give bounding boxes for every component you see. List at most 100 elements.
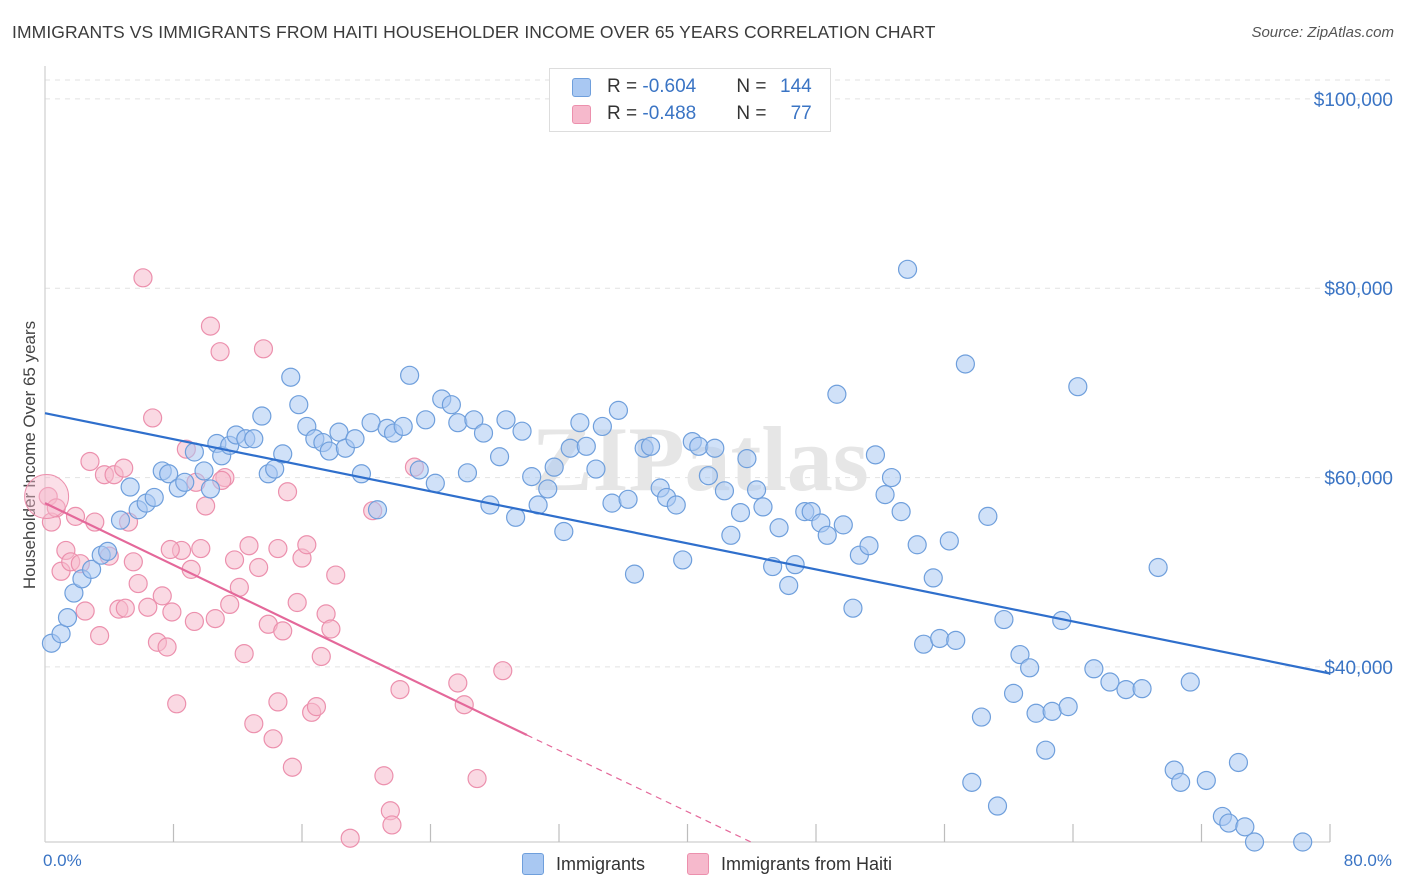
data-point xyxy=(152,586,172,606)
data-point xyxy=(273,621,293,641)
axes xyxy=(44,66,1331,843)
data-point xyxy=(205,609,225,629)
data-point xyxy=(425,473,445,493)
data-point xyxy=(769,518,789,538)
data-point xyxy=(191,538,211,559)
data-point xyxy=(24,473,70,519)
legend-item-haiti[interactable]: Immigrants from Haiti xyxy=(687,851,892,877)
legend-label-haiti: Immigrants from Haiti xyxy=(721,853,893,874)
data-point xyxy=(1068,377,1088,397)
data-point xyxy=(75,601,95,621)
data-point xyxy=(175,472,195,492)
correlation-legend: R = -0.604 N = 144 R = -0.488 N = 77 xyxy=(549,68,831,132)
data-point xyxy=(351,464,372,484)
data-point xyxy=(400,365,420,385)
data-point xyxy=(340,828,360,848)
data-point xyxy=(1003,683,1024,703)
n-value: 77 xyxy=(790,103,812,124)
data-point xyxy=(1293,832,1313,852)
data-point xyxy=(326,565,346,585)
legend-swatch-pink xyxy=(572,104,591,124)
data-point xyxy=(843,598,863,618)
data-point xyxy=(721,525,741,545)
chart-title: IMMIGRANTS VS IMMIGRANTS FROM HAITI HOUS… xyxy=(12,22,936,42)
x-tick-label-0: 0.0% xyxy=(43,851,82,870)
data-point xyxy=(496,410,516,430)
data-point xyxy=(157,637,177,657)
series-immigrants-points xyxy=(41,259,1313,852)
legend-swatch-haiti xyxy=(687,853,709,875)
data-point xyxy=(321,619,341,639)
data-point xyxy=(891,502,911,522)
data-point xyxy=(1036,740,1056,760)
y-tick-label: $80,000 xyxy=(1324,279,1393,300)
data-point xyxy=(416,410,436,430)
data-point xyxy=(689,436,709,456)
data-point xyxy=(287,592,307,613)
data-point xyxy=(897,259,918,279)
data-point xyxy=(914,634,934,654)
data-point xyxy=(1219,813,1239,833)
data-point xyxy=(554,521,574,542)
data-point xyxy=(277,482,298,502)
data-point xyxy=(143,408,163,428)
data-point xyxy=(81,559,102,579)
data-point xyxy=(263,729,283,749)
data-point xyxy=(698,466,718,486)
data-point xyxy=(374,766,394,786)
n-label: N = xyxy=(736,103,772,124)
data-point xyxy=(930,628,950,649)
data-point xyxy=(329,422,349,442)
data-point xyxy=(586,459,606,479)
data-point xyxy=(110,510,131,530)
data-point xyxy=(120,477,140,497)
data-point xyxy=(361,413,381,433)
data-point xyxy=(1010,644,1030,665)
y-tick-label: $40,000 xyxy=(1324,658,1393,679)
data-point xyxy=(162,602,182,622)
data-point xyxy=(1244,832,1265,852)
data-point xyxy=(297,535,317,555)
y-tick-label: $60,000 xyxy=(1324,469,1393,490)
data-point xyxy=(464,410,484,430)
data-point xyxy=(90,626,110,646)
data-point xyxy=(239,536,259,556)
data-point xyxy=(281,367,301,387)
data-point xyxy=(1196,770,1216,791)
data-point xyxy=(249,557,269,578)
data-point xyxy=(1100,672,1120,692)
data-point xyxy=(608,400,629,420)
data-point xyxy=(306,697,327,717)
data-point xyxy=(80,451,100,472)
data-point xyxy=(268,538,288,559)
data-point xyxy=(955,354,975,374)
data-point xyxy=(220,594,240,615)
data-point xyxy=(1116,679,1136,700)
data-point xyxy=(114,458,134,478)
data-point xyxy=(1020,658,1040,678)
data-point xyxy=(962,772,982,792)
data-point xyxy=(640,436,661,456)
data-point xyxy=(133,268,153,288)
data-point xyxy=(592,416,612,437)
data-point xyxy=(493,661,513,681)
data-point xyxy=(538,479,558,499)
data-point xyxy=(939,531,959,551)
data-point xyxy=(1148,557,1168,578)
y-tick-label: $100,000 xyxy=(1314,90,1393,111)
data-point xyxy=(367,500,388,520)
data-point xyxy=(1180,672,1200,692)
trend-line-haiti-extension xyxy=(526,734,752,843)
legend-label-immigrants: Immigrants xyxy=(556,853,646,874)
data-point xyxy=(289,395,309,415)
legend-swatch-immigrants xyxy=(522,853,544,875)
legend-item-immigrants[interactable]: Immigrants xyxy=(522,851,645,877)
data-point xyxy=(978,506,998,526)
data-point xyxy=(1058,697,1078,717)
data-point xyxy=(244,429,264,449)
data-point xyxy=(730,502,751,523)
data-point xyxy=(971,707,992,727)
data-point xyxy=(1042,701,1062,721)
legend-row-haiti: R = -0.488 N = 77 xyxy=(550,101,812,127)
